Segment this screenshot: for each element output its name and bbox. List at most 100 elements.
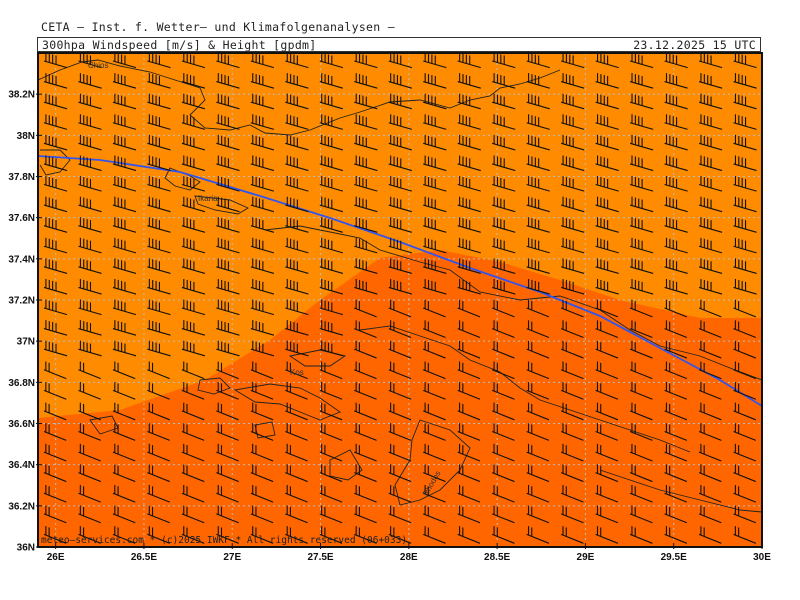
wind-barb [354, 134, 378, 151]
wind-barb [43, 484, 67, 503]
wind-barb-staff [43, 533, 67, 544]
wind-barb [595, 505, 619, 524]
wind-barb [423, 73, 447, 89]
wind-barb [216, 320, 240, 336]
wind-barb-staff [43, 389, 67, 400]
wind-barb-staff [112, 430, 136, 441]
wind-barb [629, 340, 653, 359]
wind-barb [78, 155, 102, 172]
graticule [38, 53, 762, 547]
wind-barb [664, 196, 688, 213]
wind-barb [698, 93, 723, 110]
wind-barb [78, 526, 101, 544]
wind-barb [319, 505, 343, 524]
wind-barb [388, 382, 412, 400]
wind-barb-staff [112, 513, 136, 524]
wind-barb-staff [526, 369, 550, 380]
wind-barb [423, 402, 446, 421]
wind-barb [78, 320, 102, 336]
wind-barb [147, 258, 171, 274]
wind-barb-staff [388, 410, 412, 421]
wind-barb [664, 320, 688, 338]
wind-barb [733, 299, 757, 318]
wind-barb [112, 155, 137, 172]
wind-barb [43, 155, 68, 172]
wind-barb [354, 258, 378, 274]
wind-barb [354, 176, 378, 192]
wind-barb [560, 93, 585, 110]
wind-barb-staff [181, 430, 205, 441]
wind-barb [147, 176, 171, 192]
wind-barb [43, 464, 67, 483]
wind-barb [285, 237, 309, 254]
wind-barb [733, 155, 757, 172]
wind-barb [664, 402, 688, 421]
wind-barb [78, 382, 101, 400]
wind-barb [181, 237, 206, 254]
wind-barb-staff [457, 492, 481, 503]
valid-datetime: 23.12.2025 15 UTC [633, 38, 756, 52]
wind-barb [698, 484, 722, 503]
wind-barb-staff [733, 348, 757, 359]
latitude-label: 38N [17, 131, 35, 142]
wind-barb-staff [181, 451, 205, 462]
wind-barb [423, 278, 447, 295]
wind-barb [43, 196, 68, 213]
wind-barb [43, 443, 67, 462]
wind-barb [285, 73, 309, 89]
wind-barb [147, 134, 171, 151]
wind-barb [560, 53, 585, 69]
wind-barb [526, 340, 550, 359]
wind-barb [319, 423, 343, 441]
wind-barb [423, 464, 446, 483]
wind-barb-staff [698, 369, 722, 380]
wind-barb [354, 423, 377, 441]
latitude-label: 37.6N [8, 213, 35, 224]
wind-barb [285, 258, 309, 274]
wind-barb-staff [526, 410, 550, 421]
wind-barb [319, 134, 344, 151]
wind-barb [664, 340, 688, 359]
wind-barb [664, 484, 688, 503]
wind-barb-staff [147, 389, 170, 400]
wind-barb [216, 134, 240, 151]
wind-barb [354, 196, 378, 213]
wind-barb [388, 361, 412, 380]
wind-barb [285, 278, 309, 295]
wind-barb [78, 258, 102, 274]
wind-barb [388, 155, 412, 172]
wind-barb [112, 237, 137, 254]
wind-barb [354, 526, 377, 544]
wind-barb [319, 217, 344, 233]
wind-barb [629, 93, 654, 110]
wind-barb [457, 93, 481, 110]
wind-barb-staff [354, 410, 377, 421]
wind-barb [250, 340, 275, 357]
wind-barb [733, 237, 757, 254]
wind-barb [78, 217, 102, 233]
wind-barb [147, 340, 171, 357]
wind-barb [664, 464, 688, 483]
wind-barb-staff [43, 410, 67, 421]
map-title-bar: 300hpa_Windspeed_[m/s]_&_Height_[gpdm] 2… [37, 37, 761, 52]
wind-barb [526, 320, 550, 338]
wind-barb-staff [733, 492, 757, 503]
wind-barb [595, 464, 619, 483]
wind-barb [595, 176, 619, 192]
wind-barb [629, 217, 654, 233]
wind-barb [181, 53, 206, 69]
wind-barb [423, 423, 446, 441]
wind-barb [112, 73, 137, 89]
wind-barb [112, 464, 136, 483]
wind-barb [492, 217, 516, 233]
wind-barb [181, 258, 206, 274]
wind-barb [423, 443, 446, 462]
wind-barb-staff [595, 307, 619, 318]
wind-barb [250, 443, 274, 462]
windspeed-band-dark [38, 250, 762, 547]
wind-barb-staff [354, 307, 377, 318]
wind-barb-staff [43, 513, 67, 524]
wind-barb-staff [285, 389, 308, 400]
wind-barb-staff [250, 472, 274, 483]
